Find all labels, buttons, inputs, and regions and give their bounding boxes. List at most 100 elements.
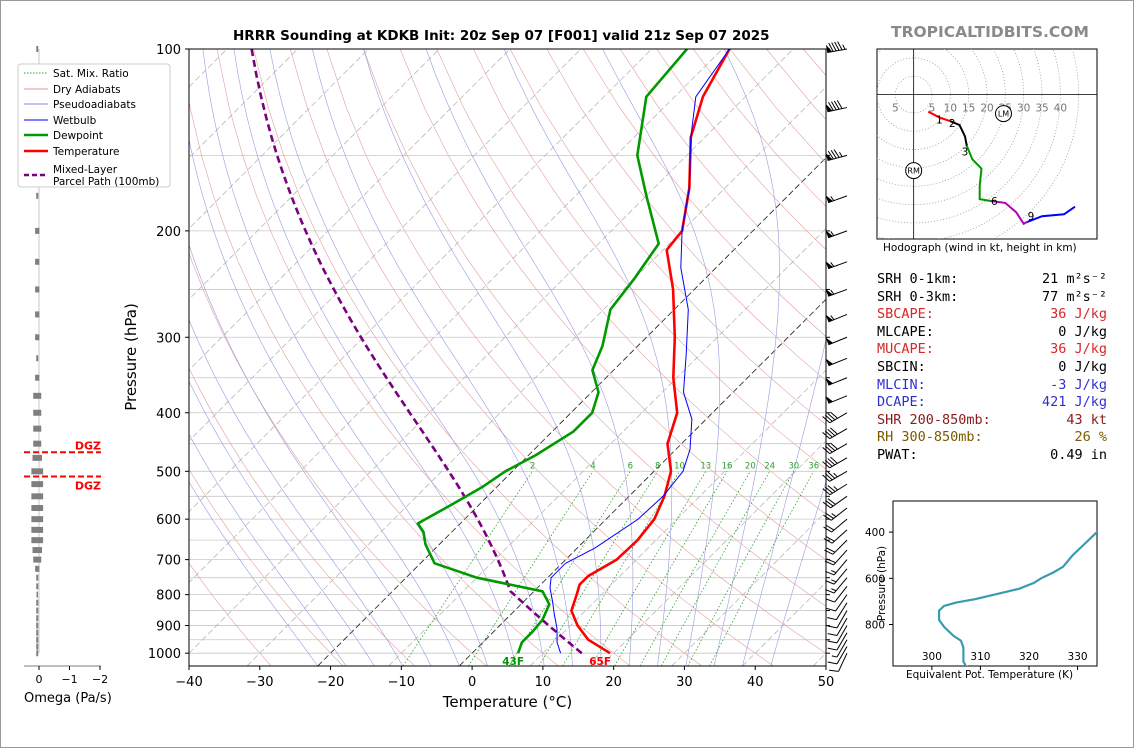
omega-bar bbox=[36, 152, 38, 159]
temp-tick-label: 40 bbox=[747, 675, 764, 690]
wind-barb bbox=[824, 539, 848, 555]
mixing-ratio-line bbox=[660, 471, 771, 666]
dry-adiabat-line bbox=[189, 99, 559, 666]
wind-barb-feather bbox=[827, 633, 838, 636]
wind-barb-staff bbox=[836, 639, 848, 658]
omega-tick-label: 0 bbox=[36, 673, 43, 686]
mixing-ratio-line bbox=[639, 471, 751, 666]
hodograph-segment bbox=[949, 120, 968, 147]
omega-bar bbox=[33, 556, 42, 563]
pressure-tick-label: 100 bbox=[156, 43, 181, 58]
wind-barb-staff bbox=[827, 107, 848, 113]
wind-barb-staff bbox=[828, 395, 848, 404]
wind-barb-feather bbox=[827, 471, 836, 479]
wind-barb bbox=[822, 483, 848, 496]
wind-barb-staff bbox=[836, 610, 848, 629]
mixing-ratio-line bbox=[709, 471, 815, 666]
wind-barb-feather bbox=[834, 41, 840, 51]
wind-barb bbox=[823, 529, 848, 544]
wind-barb bbox=[825, 377, 848, 386]
isotherm-line bbox=[189, 49, 511, 371]
moist-adiabat-line bbox=[233, 49, 517, 666]
series-dewpoint-line bbox=[416, 49, 688, 654]
hodograph-segment bbox=[990, 200, 1028, 226]
parameter-value: 21 m²s⁻² bbox=[1041, 271, 1107, 287]
hodograph-caption: Hodograph (wind in kt, height in km) bbox=[883, 242, 1077, 254]
brand-watermark: TROPICALTIDBITS.COM bbox=[891, 23, 1089, 41]
parameter-value: 0.49 in bbox=[1050, 446, 1107, 463]
wind-barb-feather bbox=[831, 42, 837, 52]
wind-barb-staff bbox=[828, 377, 848, 386]
wind-barb-feather bbox=[833, 149, 840, 158]
wind-barb-staff bbox=[827, 154, 848, 162]
wind-barb-half-feather bbox=[830, 231, 835, 236]
wind-barb-half-feather bbox=[842, 44, 846, 50]
pressure-tick-label: 400 bbox=[156, 407, 181, 422]
dry-adiabat-line bbox=[189, 367, 415, 666]
omega-bar bbox=[36, 46, 39, 52]
parameter-label: MUCAPE: bbox=[877, 341, 934, 358]
omega-bar bbox=[35, 334, 40, 341]
pressure-tick-label: 600 bbox=[156, 513, 181, 528]
dry-adiabat-line bbox=[253, 49, 702, 666]
y-axis-label: Pressure (hPa) bbox=[122, 303, 140, 411]
wind-barb-half-feather bbox=[831, 655, 838, 658]
omega-tick-label: −2 bbox=[92, 673, 108, 686]
temp-tick-label: 50 bbox=[818, 675, 835, 690]
wind-barb-feather bbox=[822, 447, 831, 455]
wind-barb-feather bbox=[825, 589, 835, 594]
wind-barb-half-feather bbox=[833, 472, 838, 478]
wind-barb-feather bbox=[822, 432, 831, 440]
wind-barb bbox=[825, 586, 848, 603]
temp-tick-label: 0 bbox=[468, 675, 476, 690]
mixing-ratio-label: 30 bbox=[788, 461, 799, 471]
omega-bar bbox=[31, 481, 44, 488]
wind-barb bbox=[824, 549, 848, 566]
x-axis-label: Temperature (°C) bbox=[442, 693, 572, 711]
wind-barb-staff bbox=[829, 470, 848, 482]
omega-panel: 0 −1 −2 DGZ DGZ bbox=[24, 46, 108, 686]
parameter-row: SHR 200-850mb: 43 kt bbox=[877, 412, 1107, 430]
theta-e-line bbox=[938, 530, 1097, 666]
mixing-ratio-label: 4 bbox=[590, 461, 595, 471]
legend-label: Mixed-Layer bbox=[53, 164, 118, 176]
hodograph-ring-label: 5 bbox=[929, 103, 936, 115]
chart-title: HRRR Sounding at KDKB Init: 20z Sep 07 [… bbox=[233, 28, 770, 44]
wind-barb-feather bbox=[828, 102, 834, 111]
wind-barb-half-feather bbox=[830, 262, 835, 267]
wind-barb-feather bbox=[824, 430, 833, 438]
omega-bar bbox=[36, 650, 39, 657]
hodograph-height-label: 3 bbox=[962, 147, 969, 159]
mixing-ratio-label: 36 bbox=[808, 461, 819, 471]
wind-barb bbox=[825, 195, 848, 204]
legend: Sat. Mix. Ratio Dry Adiabats Pseudoadiabat… bbox=[17, 63, 171, 188]
wind-barb-feather bbox=[828, 42, 834, 52]
temp-tick-label: −10 bbox=[388, 675, 415, 690]
wind-barb-feather bbox=[825, 580, 835, 585]
mixing-ratio-line bbox=[614, 471, 728, 666]
mixing-ratio-line bbox=[562, 471, 680, 666]
wind-barb-staff bbox=[830, 507, 848, 521]
wind-barb-feather bbox=[823, 514, 832, 521]
wind-barb-staff bbox=[829, 412, 848, 424]
dry-adiabat-line bbox=[363, 49, 826, 607]
hodograph-segment bbox=[927, 110, 951, 123]
moist-adiabat-line bbox=[189, 138, 460, 666]
wind-barb bbox=[822, 456, 848, 469]
wind-barb bbox=[825, 261, 848, 270]
series-temperature-line bbox=[570, 49, 731, 655]
hodograph-ring bbox=[877, 49, 970, 150]
moist-adiabat-line bbox=[189, 380, 375, 666]
wind-barb-flag bbox=[825, 288, 833, 297]
wind-barb bbox=[823, 518, 848, 533]
wind-barb bbox=[827, 632, 848, 651]
theta-e-x-tick-label: 310 bbox=[970, 651, 990, 663]
wind-barb-feather bbox=[825, 570, 835, 576]
hodograph-height-label: 6 bbox=[991, 196, 998, 208]
wind-barb-flag bbox=[825, 395, 834, 404]
parameter-row: SBCIN: 0 J/kg bbox=[877, 359, 1107, 377]
wind-barb-feather bbox=[824, 560, 834, 566]
wind-barb bbox=[825, 288, 848, 297]
omega-bar bbox=[36, 643, 39, 650]
wind-barb bbox=[825, 559, 848, 576]
